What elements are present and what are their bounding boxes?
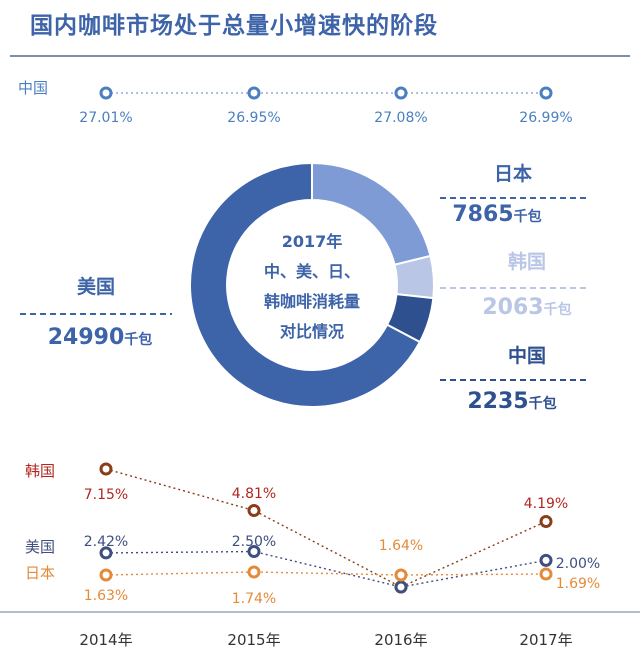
- series-line-韩国: [105, 468, 547, 588]
- donut-slice-korea: [393, 254, 435, 300]
- series-point: [99, 546, 113, 560]
- series-point: [247, 545, 261, 559]
- usa-unit: 千包: [124, 331, 152, 348]
- series-value-label: 2.50%: [232, 534, 276, 550]
- series-line-美国: [105, 550, 547, 588]
- series-point: [99, 462, 113, 476]
- series-value-label: 1.69%: [556, 576, 600, 592]
- china-share-strip: 中国 27.01% 26.95% 27.08% 26.99%: [18, 79, 573, 126]
- label-usa-value: 24990千包: [48, 325, 153, 350]
- china-series-label: 中国: [18, 79, 48, 97]
- series-name-label: 韩国: [25, 462, 55, 480]
- china-point: [247, 86, 261, 100]
- label-china-value: 2235千包: [467, 389, 556, 414]
- series-value-label: 1.74%: [232, 591, 276, 607]
- series-name-label: 美国: [25, 538, 55, 556]
- label-japan-value: 7865千包: [452, 202, 541, 227]
- series-line-日本: [105, 571, 547, 576]
- usa-value: 24990: [48, 325, 125, 350]
- donut-center-text: 中、美、日、: [264, 262, 360, 281]
- korea-unit: 千包: [544, 301, 572, 318]
- title-divider: [10, 55, 630, 57]
- series-name-label: 日本: [25, 564, 55, 582]
- series-point: [247, 565, 261, 579]
- series-point: [99, 568, 113, 582]
- china-value-label: 27.08%: [374, 110, 427, 126]
- x-tick-label: 2014年: [79, 631, 132, 649]
- label-china-name: 中国: [508, 344, 546, 367]
- series-value-label: 7.15%: [84, 487, 128, 503]
- label-korea-name: 韩国: [508, 250, 546, 273]
- series-value-label: 2.42%: [84, 534, 128, 550]
- china-point: [394, 86, 408, 100]
- china-value: 2235: [467, 389, 528, 414]
- korea-value: 2063: [482, 295, 543, 320]
- china-point: [539, 86, 553, 100]
- series-value-label: 1.63%: [84, 588, 128, 604]
- label-japan-name: 日本: [494, 162, 532, 185]
- donut-slice-usa: [189, 161, 422, 408]
- series-value-label: 1.64%: [379, 538, 423, 554]
- x-tick-label: 2015年: [227, 631, 280, 649]
- series-point: [539, 567, 553, 581]
- series-value-label: 2.00%: [556, 556, 600, 572]
- series-point: [247, 504, 261, 518]
- donut-labels: 日本 7865千包 韩国 2063千包 中国 2235千包 美国 24990千包: [20, 162, 586, 414]
- page-title: 国内咖啡市场处于总量小增速快的阶段: [30, 13, 438, 39]
- series-point: [539, 553, 553, 567]
- series-point: [394, 580, 408, 594]
- china-value-label: 27.01%: [79, 110, 132, 126]
- label-usa-name: 美国: [77, 275, 115, 298]
- china-value-label: 26.99%: [519, 110, 572, 126]
- x-tick-label: 2017年: [519, 631, 572, 649]
- japan-unit: 千包: [514, 208, 542, 225]
- china-unit: 千包: [529, 395, 557, 412]
- china-value-label: 26.95%: [227, 110, 280, 126]
- donut-center-text: 2017年: [282, 232, 343, 251]
- japan-value: 7865: [452, 202, 513, 227]
- series-point: [394, 568, 408, 582]
- donut-center-text: 对比情况: [280, 322, 344, 341]
- x-tick-label: 2016年: [374, 631, 427, 649]
- series-point: [539, 515, 553, 529]
- china-point: [99, 86, 113, 100]
- series-value-label: 4.19%: [524, 496, 568, 512]
- series-value-label: 4.81%: [232, 486, 276, 502]
- donut-center-text: 韩咖啡消耗量: [264, 292, 360, 311]
- label-korea-value: 2063千包: [482, 295, 571, 320]
